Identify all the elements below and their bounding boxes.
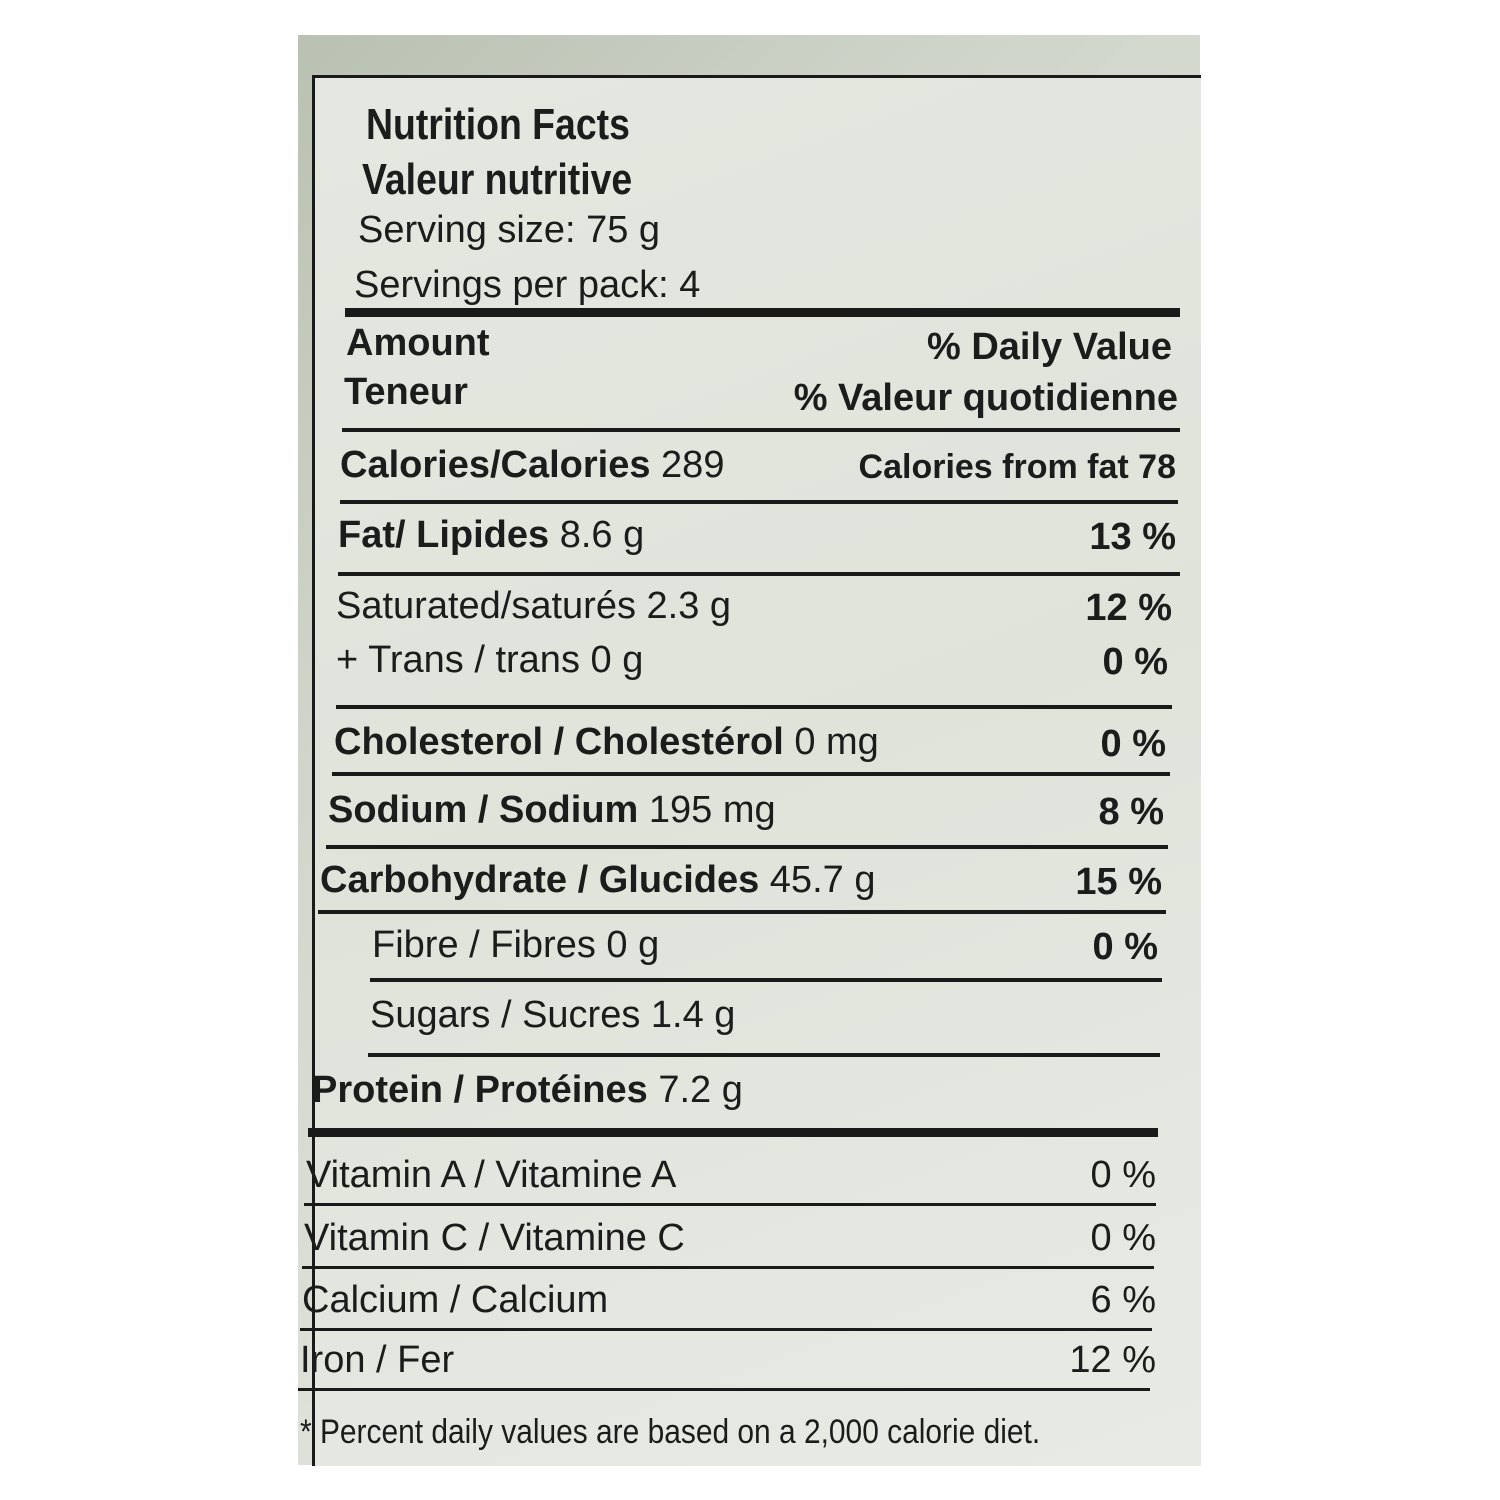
title-fr: Valeur nutritive [362, 155, 633, 204]
rule [318, 910, 1166, 914]
vitamin-dv: 6 % [1090, 1279, 1156, 1321]
rule [326, 845, 1168, 849]
daily-value: 0 % [1100, 723, 1166, 765]
nutrient-line: Sugars / Sucres 1.4 g [370, 993, 735, 1037]
nutrient-amount: 0 g [606, 924, 660, 966]
daily-value: 13 % [1089, 516, 1176, 558]
nutrient-name: + Trans / trans [336, 639, 580, 681]
daily-value: 8 % [1098, 791, 1164, 833]
daily-value: 0 % [1092, 926, 1158, 968]
rule [342, 428, 1180, 432]
vitamin-name: Vitamin C / Vitamine C [304, 1217, 685, 1259]
nutrient-name: Saturated/saturés [336, 585, 636, 627]
nutrient-name: Sodium / Sodium [328, 789, 639, 831]
calories-label: Calories/Calories [340, 444, 651, 486]
nutrient-name: Fibre / Fibres [372, 924, 596, 966]
vitamin-name: Calcium / Calcium [302, 1279, 609, 1321]
nutrient-line: Saturated/saturés 2.3 g [336, 584, 731, 628]
vitamin-dv: 0 % [1090, 1154, 1156, 1196]
rule [370, 978, 1162, 982]
rule [338, 572, 1180, 576]
vitamin-dv: 12 % [1069, 1339, 1156, 1381]
nutrient-line: Fibre / Fibres 0 g [372, 923, 659, 967]
nutrition-label [312, 75, 1201, 1466]
nutrient-name: Carbohydrate / Glucides [320, 859, 760, 901]
amount-header-fr: Teneur [344, 371, 468, 413]
nutrient-name: Protein / Protéines [312, 1069, 648, 1111]
nutrient-amount: 2.3 g [646, 585, 732, 627]
rule [298, 1388, 1150, 1391]
rule [302, 1266, 1154, 1269]
servings-per-pack: Servings per pack: 4 [354, 264, 701, 306]
rule [304, 1203, 1156, 1206]
nutrient-line: Fat/ Lipides 8.6 g [338, 513, 644, 557]
nutrient-line: Cholesterol / Cholestérol 0 mg [334, 720, 879, 764]
footnote: * Percent daily values are based on a 2,… [300, 1413, 1041, 1451]
nutrient-amount: 8.6 g [559, 514, 645, 556]
title: Nutrition Facts [366, 100, 630, 149]
vitamin-name: Vitamin A / Vitamine A [306, 1154, 677, 1196]
rule [336, 705, 1172, 709]
rule [308, 1128, 1158, 1137]
rule [332, 772, 1170, 776]
nutrient-name: Cholesterol / Cholestérol [334, 721, 784, 763]
nutrient-amount: 195 mg [648, 789, 776, 831]
nutrient-name: Sugars / Sucres [370, 994, 641, 1036]
calories-amount: 289 [661, 444, 725, 486]
nutrient-name: Fat/ Lipides [338, 514, 550, 556]
nutrient-amount: 1.4 g [650, 994, 736, 1036]
rule [300, 1328, 1152, 1331]
dv-header-fr: % Valeur quotidienne [793, 377, 1178, 419]
nutrient-amount: 7.2 g [658, 1069, 743, 1111]
nutrient-line: Protein / Protéines 7.2 g [312, 1068, 743, 1112]
nutrient-line: + Trans / trans 0 g [336, 638, 643, 682]
daily-value: 0 % [1102, 641, 1168, 683]
nutrient-line: Carbohydrate / Glucides 45.7 g [320, 858, 875, 902]
rule [368, 1053, 1160, 1057]
rule [340, 500, 1178, 504]
nutrient-amount: 0 g [590, 639, 644, 681]
calories-from-fat: Calories from fat 78 [858, 448, 1176, 486]
nutrient-line: Sodium / Sodium 195 mg [328, 788, 776, 832]
vitamin-dv: 0 % [1090, 1217, 1156, 1259]
nutrient-amount: 0 mg [794, 721, 879, 763]
vitamin-name: Iron / Fer [300, 1339, 455, 1381]
daily-value: 12 % [1085, 587, 1172, 629]
serving-size: Serving size: 75 g [358, 209, 661, 251]
dv-header: % Daily Value [926, 326, 1172, 368]
daily-value: 15 % [1075, 861, 1162, 903]
nutrient-amount: 45.7 g [769, 859, 876, 901]
amount-header: Amount [346, 322, 490, 364]
rule [345, 308, 1180, 317]
